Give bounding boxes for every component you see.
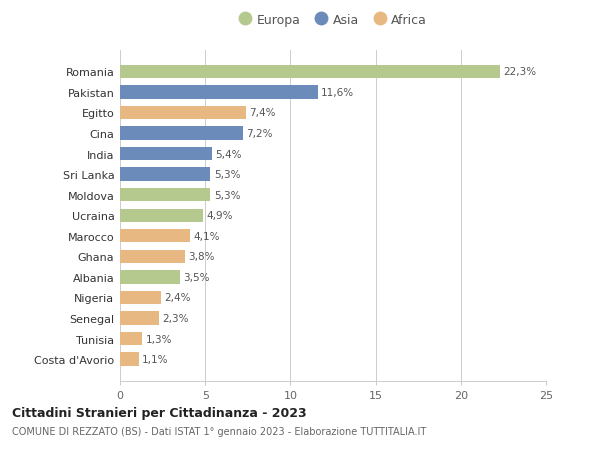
Legend: Europa, Asia, Africa: Europa, Asia, Africa bbox=[235, 11, 431, 31]
Bar bbox=[120, 209, 203, 223]
Text: 2,4%: 2,4% bbox=[164, 293, 191, 303]
Bar bbox=[120, 147, 212, 161]
Bar bbox=[120, 106, 246, 120]
Bar bbox=[120, 127, 242, 140]
Bar bbox=[120, 189, 211, 202]
Bar bbox=[120, 168, 211, 181]
Text: 2,3%: 2,3% bbox=[163, 313, 189, 323]
Text: 4,9%: 4,9% bbox=[207, 211, 233, 221]
Bar bbox=[120, 230, 190, 243]
Text: 1,1%: 1,1% bbox=[142, 354, 169, 364]
Text: 5,3%: 5,3% bbox=[214, 190, 240, 200]
Bar bbox=[120, 353, 139, 366]
Bar bbox=[120, 271, 179, 284]
Text: 4,1%: 4,1% bbox=[193, 231, 220, 241]
Bar bbox=[120, 250, 185, 263]
Bar bbox=[120, 86, 317, 99]
Text: 5,3%: 5,3% bbox=[214, 170, 240, 180]
Text: 1,3%: 1,3% bbox=[146, 334, 172, 344]
Bar bbox=[120, 332, 142, 346]
Text: 5,4%: 5,4% bbox=[215, 149, 242, 159]
Bar bbox=[120, 291, 161, 304]
Text: 11,6%: 11,6% bbox=[321, 88, 354, 98]
Text: 7,2%: 7,2% bbox=[246, 129, 272, 139]
Text: COMUNE DI REZZATO (BS) - Dati ISTAT 1° gennaio 2023 - Elaborazione TUTTITALIA.IT: COMUNE DI REZZATO (BS) - Dati ISTAT 1° g… bbox=[12, 426, 426, 436]
Text: 7,4%: 7,4% bbox=[250, 108, 276, 118]
Bar bbox=[120, 312, 159, 325]
Text: Cittadini Stranieri per Cittadinanza - 2023: Cittadini Stranieri per Cittadinanza - 2… bbox=[12, 406, 307, 419]
Text: 3,8%: 3,8% bbox=[188, 252, 215, 262]
Bar bbox=[120, 66, 500, 79]
Text: 22,3%: 22,3% bbox=[503, 67, 536, 77]
Text: 3,5%: 3,5% bbox=[183, 272, 209, 282]
